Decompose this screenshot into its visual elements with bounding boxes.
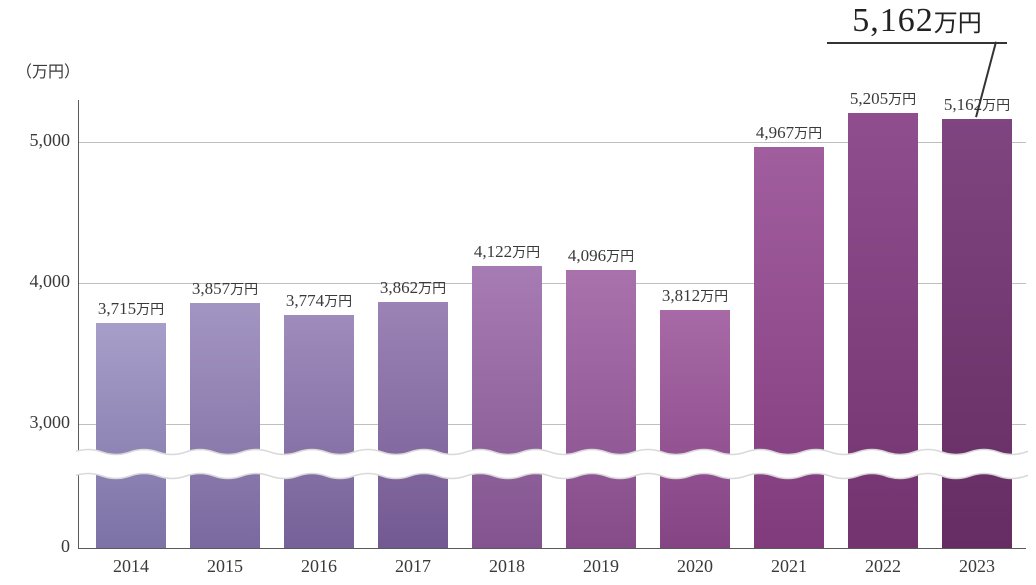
y-tick-label: 5,000 [10,130,70,151]
y-tick-label: 4,000 [10,271,70,292]
y-axis-unit-label: （万円） [16,58,80,82]
highlight-value: 5,162 [852,2,934,39]
x-tick-label: 2016 [284,556,354,577]
bar-value-label: 3,812万円 [645,286,745,306]
x-tick-label: 2023 [942,556,1012,577]
bar [942,119,1012,548]
x-tick-label: 2021 [754,556,824,577]
bar [754,147,824,548]
bar [848,113,918,548]
bar [96,323,166,548]
bar-value-label: 5,205万円 [833,89,933,109]
bar-value-label: 4,122万円 [457,242,557,262]
bar-value-label: 4,967万円 [739,123,839,143]
highlight-unit: 万円 [934,11,982,37]
bar-value-label: 3,774万円 [269,291,369,311]
bar [566,270,636,548]
bar [378,302,448,548]
x-tick-label: 2014 [96,556,166,577]
bar-value-label: 4,096万円 [551,246,651,266]
x-tick-label: 2018 [472,556,542,577]
highlight-callout: 5,162万円 [827,2,1007,44]
bar [472,266,542,548]
x-tick-label: 2022 [848,556,918,577]
bar-value-label: 3,857万円 [175,279,275,299]
bar [660,310,730,548]
bar [284,315,354,548]
chart-container: 5,162万円 （万円） 0 3,000 4,000 5,000 3,715万円 2014… [0,0,1036,585]
bar [190,303,260,548]
y-tick-label: 3,000 [10,412,70,433]
highlight-underline [827,42,1007,44]
y-tick-label: 0 [10,536,70,557]
plot-area [78,100,1026,548]
x-tick-label: 2017 [378,556,448,577]
x-tick-label: 2019 [566,556,636,577]
bar-value-label: 3,862万円 [363,278,463,298]
x-tick-label: 2015 [190,556,260,577]
x-axis [78,548,1026,549]
bar-value-label: 3,715万円 [81,299,181,319]
y-axis [78,100,79,548]
x-tick-label: 2020 [660,556,730,577]
